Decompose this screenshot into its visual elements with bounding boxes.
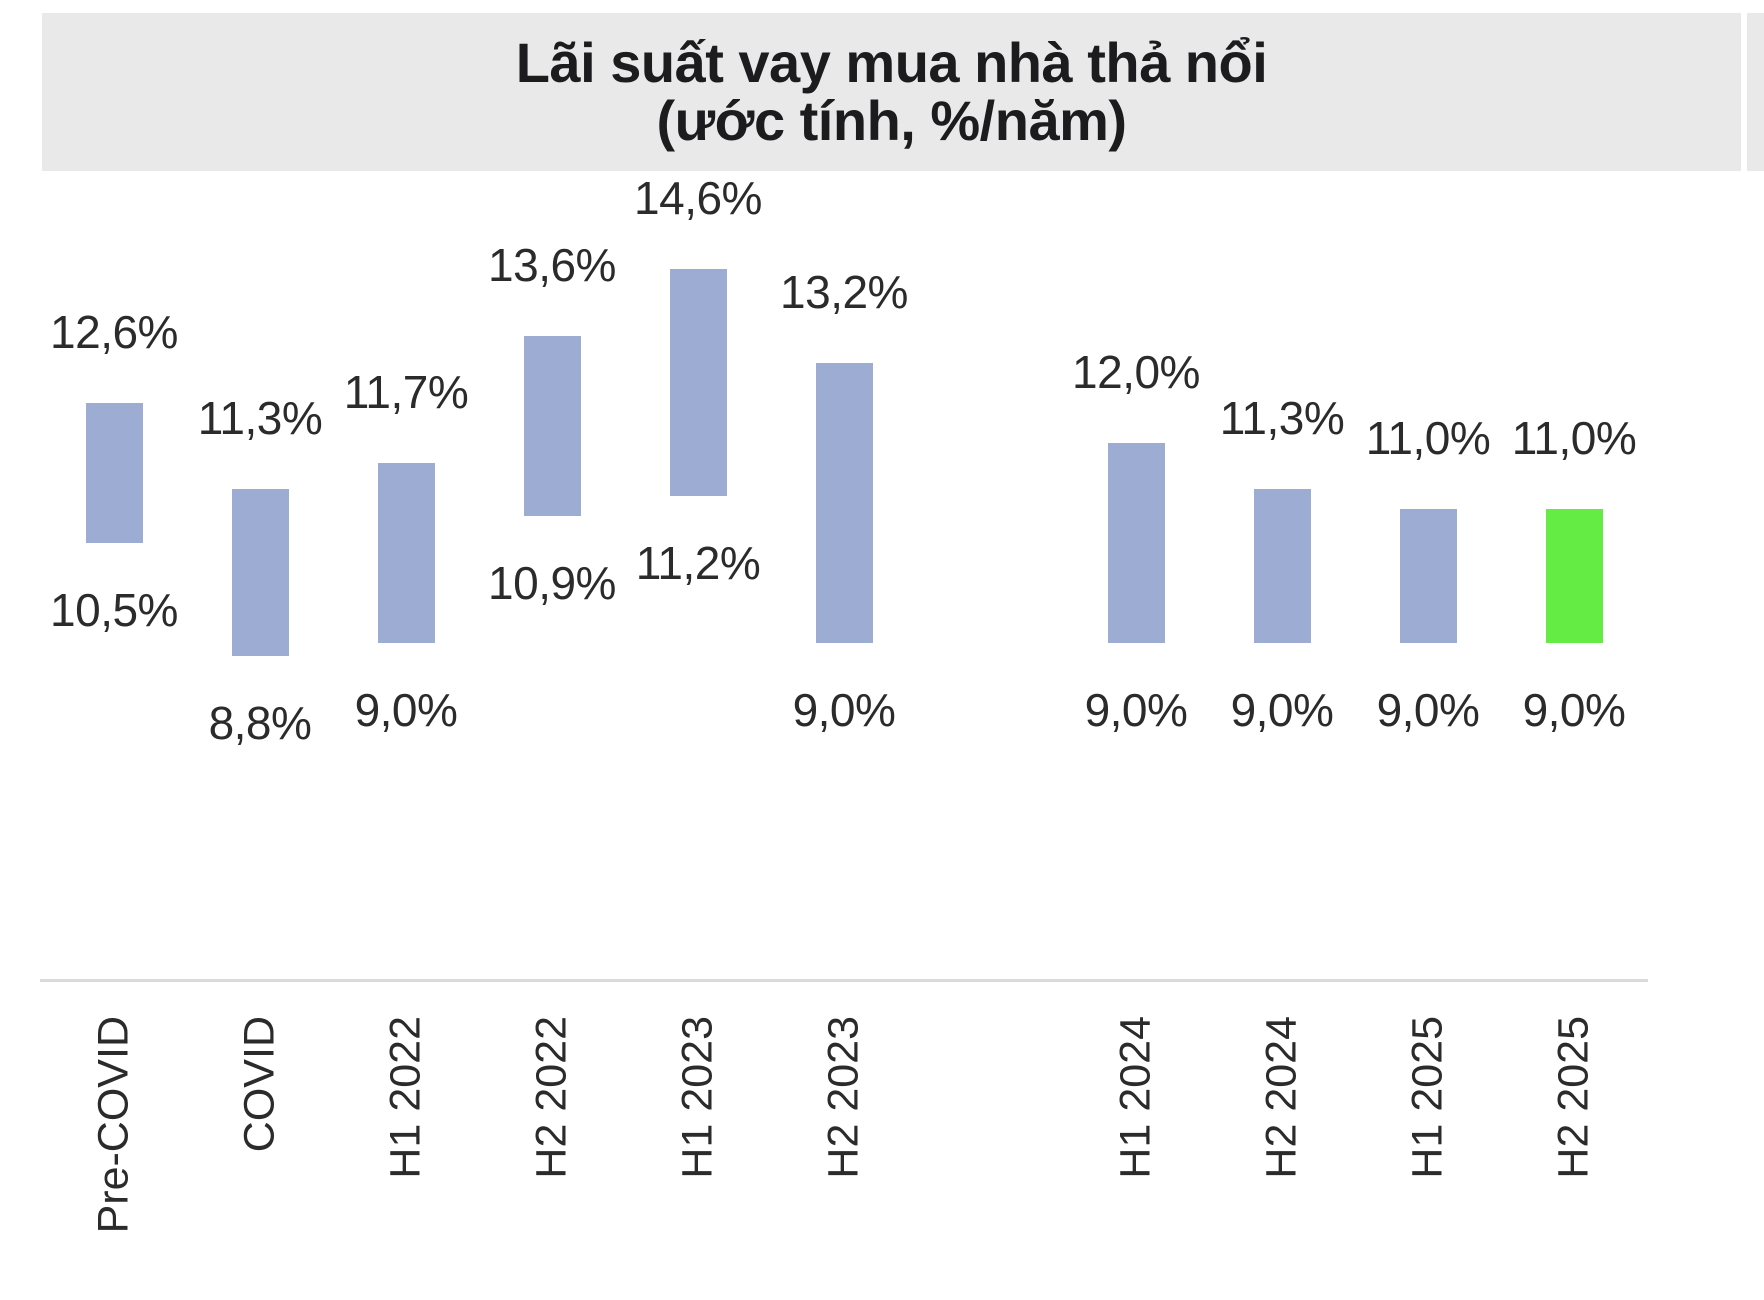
chart-title-band: Lãi suất vay mua nhà thả nổi (ước tính, … xyxy=(42,13,1741,171)
x-axis-label-h2-2023: H2 2023 xyxy=(819,1016,868,1179)
low-value-label-h1-2023: 11,2% xyxy=(635,536,761,589)
range-bar-h1-2024 xyxy=(1107,442,1165,643)
range-bar-h1-2023 xyxy=(669,269,727,496)
x-axis-line xyxy=(40,979,1648,982)
low-value-label-pre-covid: 10,5% xyxy=(50,583,178,636)
x-axis-label-h1-2022: H1 2022 xyxy=(381,1016,430,1179)
x-axis-label-h2-2025: H2 2025 xyxy=(1549,1016,1598,1179)
high-value-label-h1-2024: 12,0% xyxy=(1072,345,1200,398)
x-axis-label-h1-2025: H1 2025 xyxy=(1403,1016,1452,1179)
x-axis-label-h1-2024: H1 2024 xyxy=(1111,1016,1160,1179)
range-bar-covid xyxy=(231,489,289,657)
high-value-label-h2-2023: 13,2% xyxy=(780,265,908,318)
range-bar-h2-2024 xyxy=(1253,489,1311,643)
x-axis-label-h1-2023: H1 2023 xyxy=(673,1016,722,1179)
high-value-label-h2-2024: 11,3% xyxy=(1219,392,1345,445)
high-value-label-h1-2025: 11,0% xyxy=(1365,412,1491,465)
x-axis-label-pre-covid: Pre-COVID xyxy=(89,1016,138,1234)
low-value-label-h2-2022: 10,9% xyxy=(488,556,616,609)
range-bar-h1-2022 xyxy=(377,462,435,643)
range-bar-h2-2025 xyxy=(1545,509,1603,643)
x-axis-label-h2-2022: H2 2022 xyxy=(527,1016,576,1179)
range-bar-h2-2023 xyxy=(815,362,873,643)
high-value-label-h2-2022: 13,6% xyxy=(488,238,616,291)
range-bar-pre-covid xyxy=(85,402,143,543)
high-value-label-pre-covid: 12,6% xyxy=(50,305,178,358)
high-value-label-h1-2022: 11,7% xyxy=(343,365,469,418)
low-value-label-h2-2023: 9,0% xyxy=(792,683,896,736)
range-bar-h2-2022 xyxy=(523,335,581,516)
high-value-label-covid: 11,3% xyxy=(197,392,323,445)
low-value-label-h2-2024: 9,0% xyxy=(1230,683,1334,736)
low-value-label-h1-2025: 9,0% xyxy=(1376,683,1480,736)
low-value-label-h2-2025: 9,0% xyxy=(1522,683,1626,736)
x-axis-label-h2-2024: H2 2024 xyxy=(1257,1016,1306,1179)
x-axis-label-covid: COVID xyxy=(235,1016,284,1153)
chart-title: Lãi suất vay mua nhà thả nổi xyxy=(515,31,1268,94)
high-value-label-h2-2025: 11,0% xyxy=(1511,412,1637,465)
range-bar-h1-2025 xyxy=(1399,509,1457,643)
low-value-label-covid: 8,8% xyxy=(208,697,312,750)
low-value-label-h1-2022: 9,0% xyxy=(354,683,458,736)
low-value-label-h1-2024: 9,0% xyxy=(1084,683,1188,736)
high-value-label-h1-2023: 14,6% xyxy=(634,172,762,225)
chart-subtitle: (ước tính, %/năm) xyxy=(656,89,1127,152)
adjacent-panel-edge xyxy=(1747,13,1764,171)
